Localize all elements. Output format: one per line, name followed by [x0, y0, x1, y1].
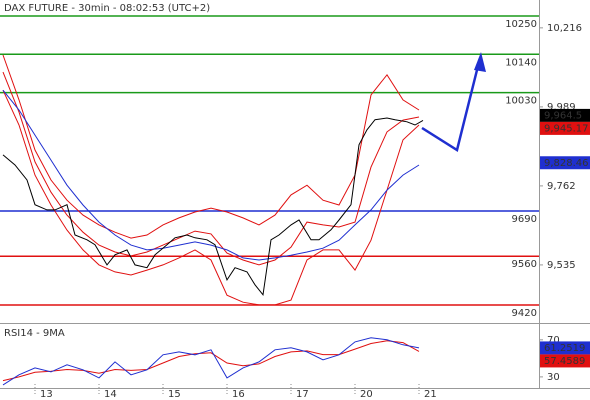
price-tag — [540, 121, 590, 135]
series-line — [2, 340, 420, 382]
price-tag — [540, 156, 590, 170]
arrow-head — [474, 52, 486, 72]
y-tick-label: 9,989 — [547, 102, 576, 113]
x-tick-label: 20 — [360, 389, 373, 400]
chart-title: DAX FUTURE - 30min - 08:02:53 (UTC+2) — [4, 3, 210, 14]
y-tick-label: 9,762 — [547, 181, 576, 192]
price-tag-label: 9,964.5 — [544, 110, 582, 121]
price-tag-label: 57.4589 — [544, 356, 585, 367]
y-tick-label: 10,216 — [547, 23, 582, 34]
level-label: 9420 — [512, 308, 537, 319]
price-tag-label: 9,945.17 — [544, 123, 589, 134]
level-label: 10030 — [505, 96, 537, 107]
level-label: 10140 — [505, 57, 537, 68]
x-tick-label: 14 — [104, 389, 117, 400]
price-tag-label: 9,828.46 — [544, 158, 589, 169]
series-line — [2, 89, 420, 261]
y-tick-label: 30 — [547, 372, 560, 383]
series-line — [2, 117, 424, 297]
price-tag — [540, 354, 590, 368]
plot-layer: 9,535 9,762 9,989 10,216 10250 10140 10030 9690… — [0, 15, 590, 400]
price-tag — [540, 108, 590, 122]
x-tick-label: 21 — [424, 389, 437, 400]
forecast-arrow — [421, 57, 482, 152]
series-line — [2, 71, 420, 266]
level-label: 9690 — [512, 214, 537, 225]
y-tick-label: 9,535 — [547, 260, 576, 271]
x-tick-label: 13 — [40, 389, 53, 400]
series-line — [2, 89, 420, 306]
series-line — [2, 54, 420, 239]
rsi-title: RSI14 - 9MA — [4, 328, 65, 339]
x-tick-label: 15 — [168, 389, 181, 400]
x-tick-label: 16 — [232, 389, 245, 400]
level-label: 9560 — [512, 259, 537, 270]
price-tag-label: 61.2519 — [544, 343, 585, 354]
level-label: 10250 — [505, 19, 537, 30]
x-tick-label: 17 — [296, 389, 309, 400]
price-tag — [540, 341, 590, 355]
series-line — [2, 337, 420, 386]
y-tick-label: 70 — [547, 335, 560, 346]
